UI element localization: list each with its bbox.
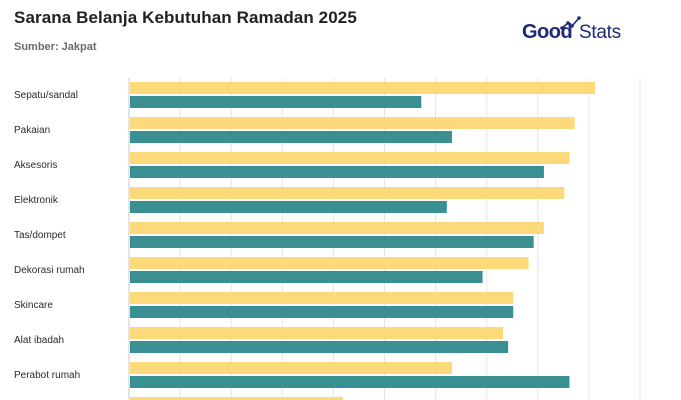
chart-bars — [130, 82, 596, 400]
category-label: Skincare — [14, 300, 53, 311]
bar-b-tas-dompet — [130, 236, 534, 248]
bar-a-pakaian — [130, 117, 575, 129]
bar-b-elektronik — [130, 201, 447, 213]
category-label: Perabot rumah — [14, 370, 80, 381]
chart-source: Sumber: Jakpat — [14, 41, 97, 53]
chart-title: Sarana Belanja Kebutuhan Ramadan 2025 — [14, 8, 357, 27]
category-label: Elektronik — [14, 195, 59, 206]
bar-a-alat-ibadah — [130, 327, 504, 339]
bar-b-skincare — [130, 306, 514, 318]
category-label: Pakaian — [14, 125, 50, 136]
logo-text-good: Good — [522, 21, 573, 43]
category-label: Tas/dompet — [14, 230, 66, 241]
logo-text-stats: Stats — [579, 22, 621, 43]
bar-a-aksesoris — [130, 152, 570, 164]
category-label: Dekorasi rumah — [14, 265, 85, 276]
bar-b-dekorasi-rumah — [130, 271, 483, 283]
bar-b-alat-ibadah — [130, 341, 509, 353]
bar-a-dekorasi-rumah — [130, 257, 529, 269]
bar-b-perabot-rumah — [130, 376, 570, 388]
category-label: Alat ibadah — [14, 335, 64, 346]
category-label: Sepatu/sandal — [14, 90, 78, 101]
bar-a-elektronik — [130, 187, 565, 199]
bar-a-perabot-rumah — [130, 362, 452, 374]
bar-a-sepatu-sandal — [130, 82, 596, 94]
bar-a-tas-dompet — [130, 222, 544, 234]
chart-category-labels: Sepatu/sandal Pakaian Aksesoris Elektronik T… — [14, 90, 85, 381]
bar-a-next-partial — [130, 397, 343, 400]
bar-b-pakaian — [130, 131, 452, 143]
goodstats-logo: Good Stats — [522, 16, 662, 50]
bar-b-sepatu-sandal — [130, 96, 422, 108]
logo-trend-icon — [560, 16, 581, 30]
bar-a-skincare — [130, 292, 514, 304]
category-label: Aksesoris — [14, 160, 57, 171]
bar-b-aksesoris — [130, 166, 544, 178]
